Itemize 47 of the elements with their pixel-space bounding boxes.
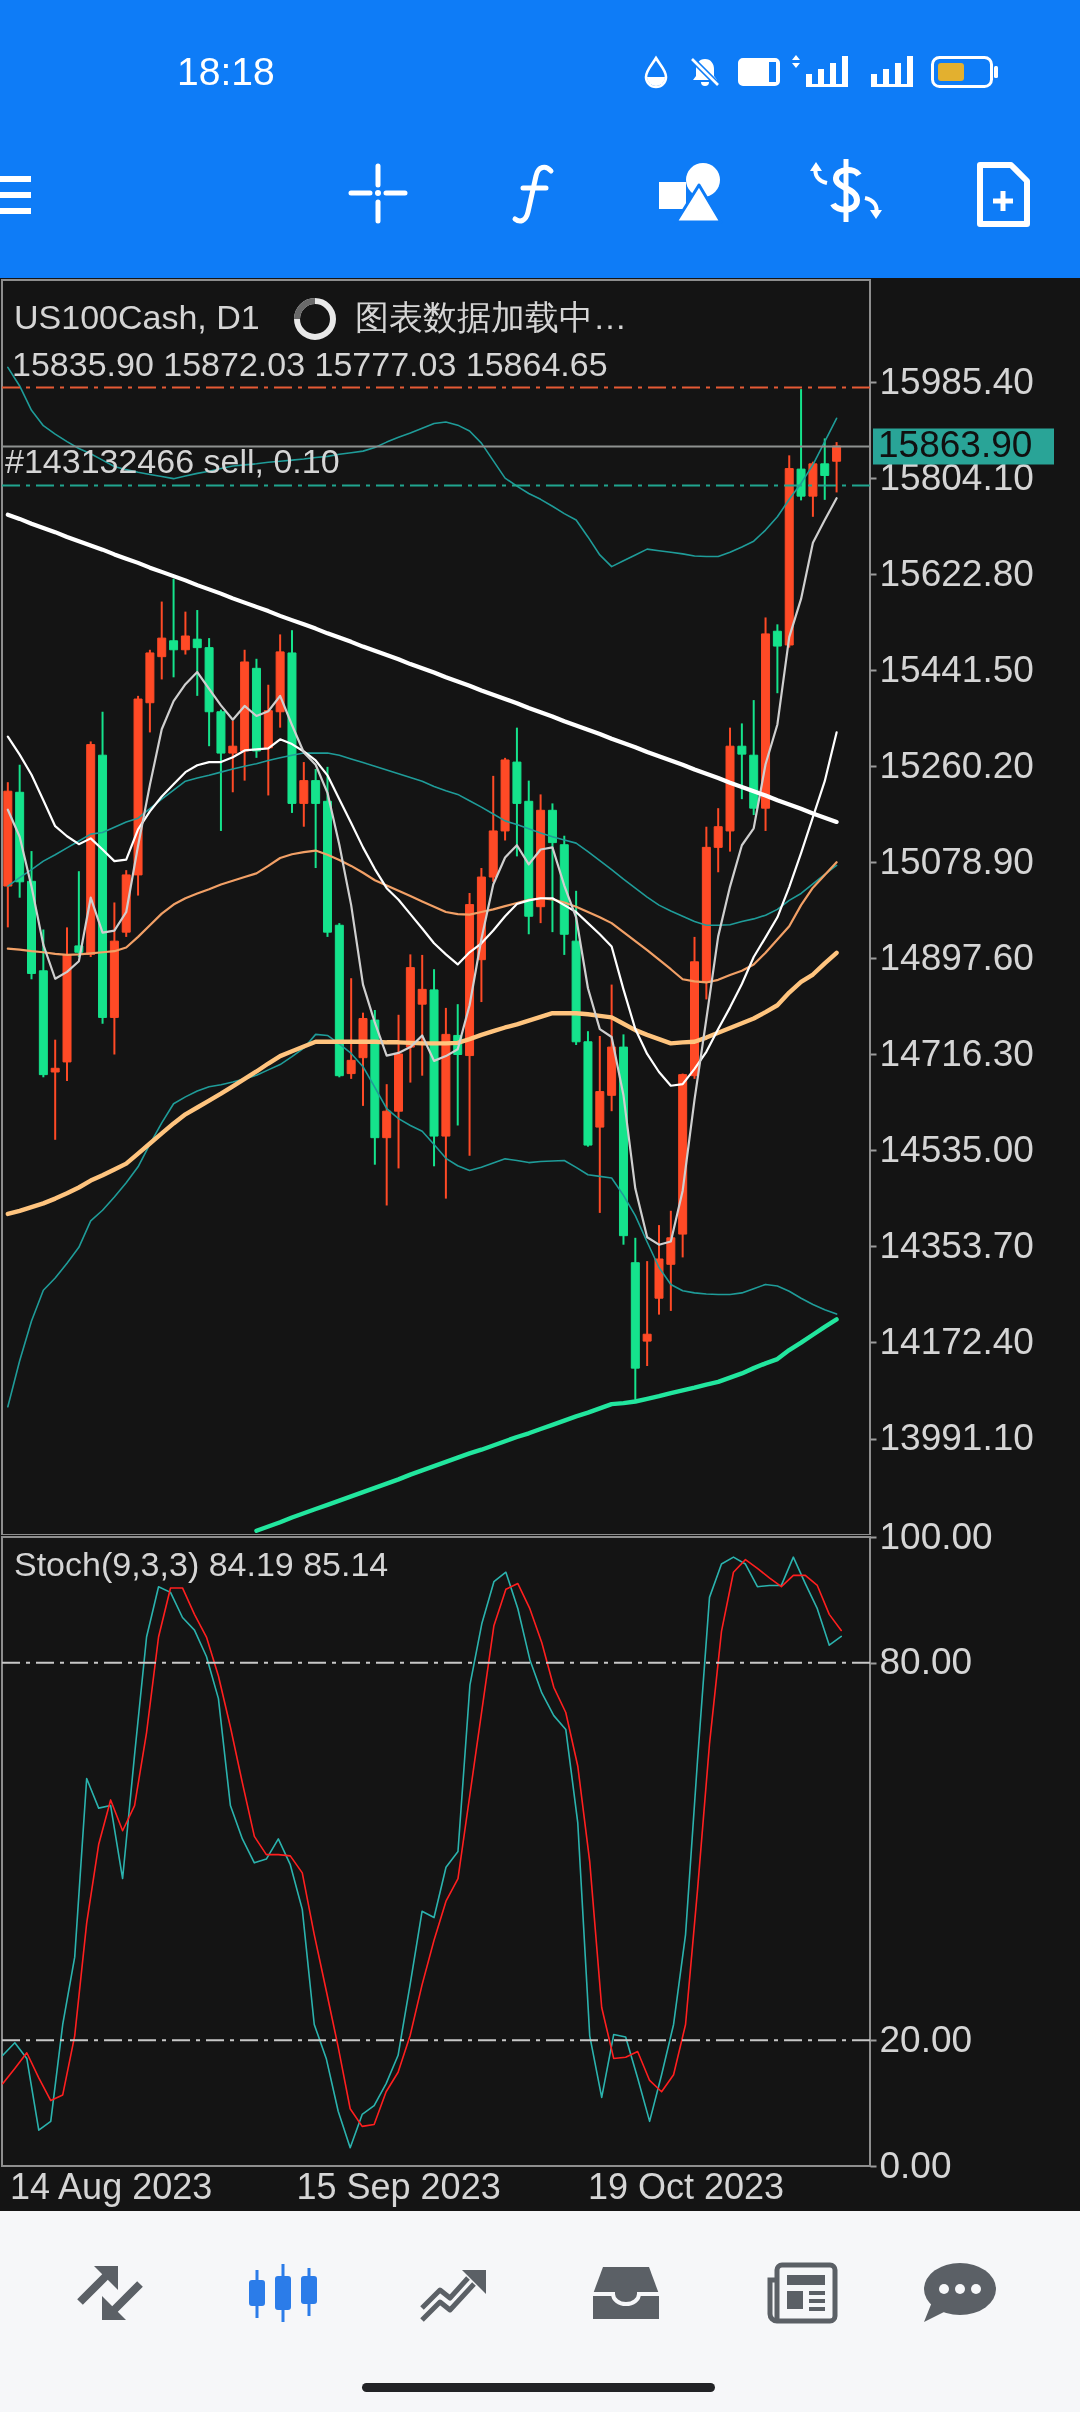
line-series <box>6 849 838 984</box>
chart-title: Stoch(9,3,3) 84.19 85.14 <box>14 1545 389 1583</box>
candlestick <box>642 1260 652 1368</box>
y-tick-label: 15078.90 <box>879 840 1034 882</box>
y-tick-label: 80.00 <box>879 1641 973 1683</box>
candlestick <box>299 761 309 828</box>
line-series <box>6 497 838 1246</box>
candlestick <box>346 977 356 1080</box>
y-tick-label: 13991.10 <box>879 1417 1034 1459</box>
text: US100Cash, D1 <box>14 298 260 336</box>
y-tick-label: 15260.20 <box>879 744 1034 786</box>
candlestick <box>311 767 321 870</box>
y-tick-label: 14535.00 <box>879 1128 1034 1170</box>
y-tick-label: 14897.60 <box>879 936 1034 978</box>
candlestick <box>713 807 723 874</box>
y-tick-label: 15622.80 <box>879 552 1034 594</box>
line-series <box>7 1033 838 1408</box>
candlestick <box>192 609 202 697</box>
candlestick <box>772 623 782 695</box>
candlestick <box>74 870 84 959</box>
candlestick <box>737 722 747 801</box>
y-tick-label: 100.00 <box>879 1515 993 1557</box>
y-tick-label: 14172.40 <box>879 1320 1034 1362</box>
x-tick-label: 14 Aug 2023 <box>10 2165 213 2207</box>
candlestick <box>180 610 190 656</box>
x-tick-label: 19 Oct 2023 <box>587 2165 785 2207</box>
candlestick <box>228 719 238 794</box>
text: 15835.90 15872.03 15777.03 15864.65 <box>12 345 608 383</box>
x-tick-label: 15 Sep 2023 <box>296 2165 501 2207</box>
candlestick <box>169 577 179 679</box>
text: 18:18 <box>177 50 275 94</box>
y-tick-label: 14716.30 <box>879 1032 1034 1074</box>
candlestick <box>417 953 427 1077</box>
candlestick <box>50 1038 60 1141</box>
line-series <box>7 752 838 927</box>
y-tick-label: 15441.50 <box>879 648 1034 690</box>
candlestick <box>832 441 842 494</box>
annotation: 图表数据加载中… <box>355 298 627 336</box>
line-series <box>254 1317 839 1533</box>
y-tick-label: 15985.40 <box>879 360 1034 402</box>
y-tick-label: 20.00 <box>879 2018 973 2060</box>
y-tick-label: 14353.70 <box>879 1224 1034 1266</box>
line-series <box>5 950 839 1217</box>
y-tick-label: 0.00 <box>879 2144 952 2186</box>
candlestick <box>157 600 167 681</box>
y-tick-label: 15804.10 <box>879 456 1034 498</box>
candlestick <box>820 437 830 501</box>
